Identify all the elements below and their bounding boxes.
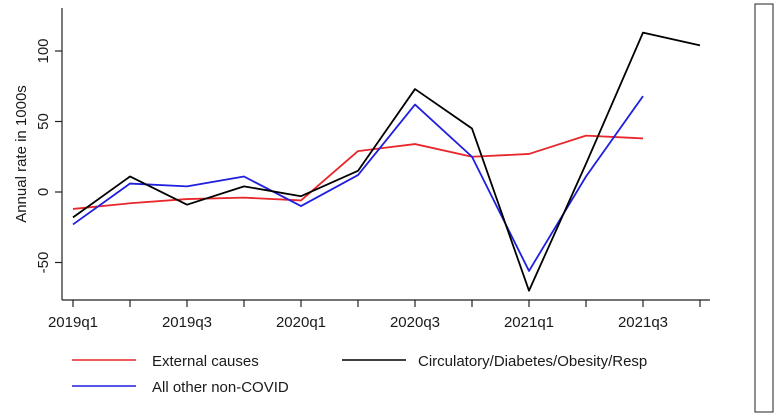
- x-tick-label: 2019q1: [48, 314, 98, 331]
- y-tick-label: 100: [35, 38, 52, 63]
- legend: External causes Circulatory/Diabetes/Obe…: [72, 353, 647, 396]
- legend-label-circulatory: Circulatory/Diabetes/Obesity/Resp: [418, 353, 647, 370]
- x-tick-label: 2020q1: [276, 314, 326, 331]
- x-tick-label: 2021q3: [618, 314, 668, 331]
- y-axis-title: Annual rate in 1000s: [13, 85, 30, 223]
- x-tick-label: 2020q3: [390, 314, 440, 331]
- series-line-external-causes: [72, 134, 644, 210]
- y-tick-label: 50: [35, 113, 52, 130]
- y-ticks: -50 0 50 100: [35, 38, 62, 273]
- legend-label-external-causes: External causes: [152, 353, 259, 370]
- y-tick-label: 0: [35, 188, 52, 196]
- y-tick-label: -50: [35, 252, 52, 274]
- series-line-circulatory-diabetes-obesity-resp: [72, 31, 701, 292]
- x-tick-label: 2019q3: [162, 314, 212, 331]
- series-layer: [72, 31, 701, 292]
- axes: [61, 8, 710, 301]
- legend-label-all-other: All other non-COVID: [152, 379, 289, 396]
- series-line-all-other-non-covid: [72, 95, 644, 272]
- x-ticks: 2019q1 2019q3 2020q1 2020q3 2021q1 2021q3: [48, 300, 701, 331]
- right-panel-border: [754, 3, 774, 413]
- x-tick-label: 2021q1: [504, 314, 554, 331]
